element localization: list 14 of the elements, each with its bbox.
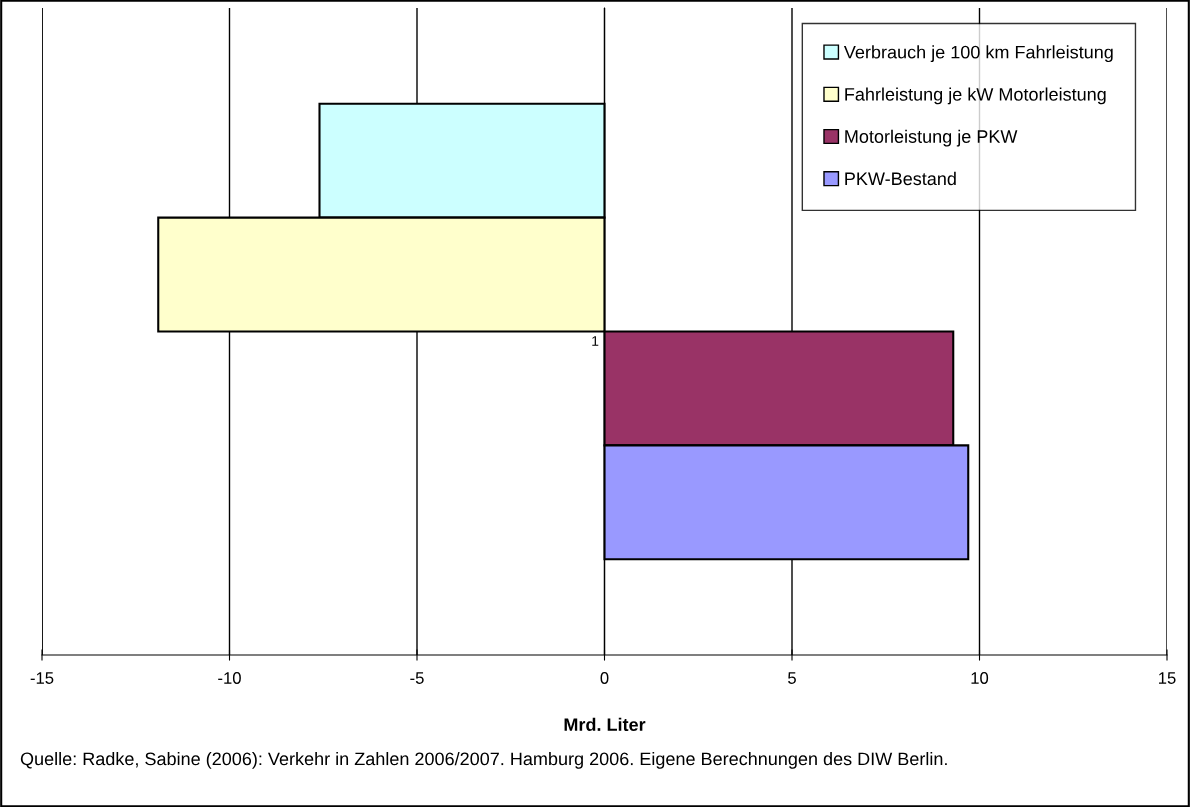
legend-label: Verbrauch je 100 km Fahrleistung	[843, 45, 1113, 63]
legend-label: PKW-Bestand	[845, 171, 956, 186]
x-axis-title: Mrd. Liter	[564, 717, 646, 732]
source-note: Quelle: Radke, Sabine (2006): Verkehr in Zahlen 2006/2007. Hamburg 2006. Eigene Berechnungen des DIW Berlin.	[20, 752, 947, 769]
x-tick-label: 0	[600, 672, 609, 684]
legend-label: Fahrleistung je kW Motorleistung	[845, 87, 1106, 105]
legend-label: Motorleistung je PKW	[845, 129, 1018, 147]
x-tick-label: -10	[218, 672, 241, 684]
x-tick-label: 5	[788, 672, 796, 684]
x-tick-label: -15	[30, 672, 54, 684]
x-tick-label: 10	[971, 672, 989, 684]
y-tick-label: 1	[592, 336, 599, 346]
x-tick-label: 15	[1159, 672, 1176, 684]
x-tick-label: -5	[410, 672, 424, 684]
